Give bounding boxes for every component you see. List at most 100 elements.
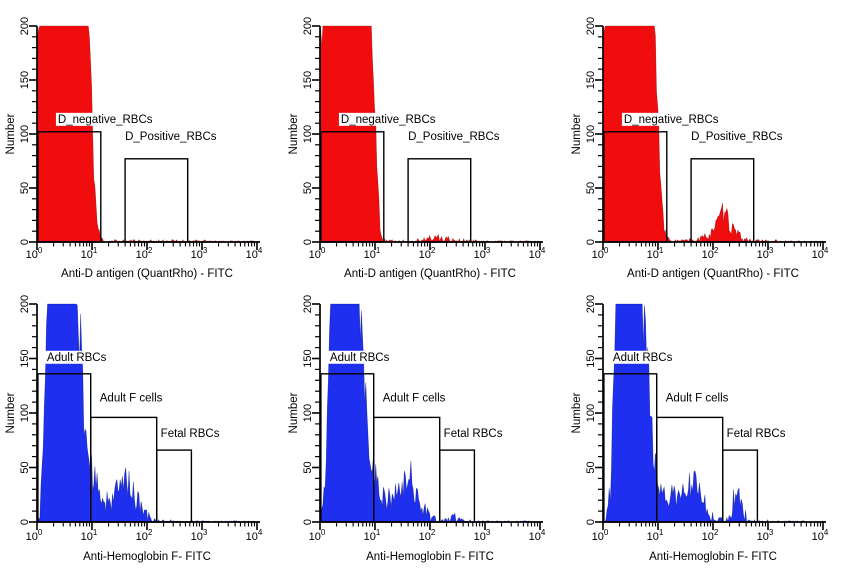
gate-label-bg: [158, 427, 224, 441]
gate-label-bg: [406, 129, 502, 143]
y-tick-label: 150: [585, 349, 597, 367]
x-tick-label: 100: [309, 246, 326, 261]
histogram-panel-bottom-left: Adult RBCs Adult F cells Fetal RBCs 0 50 100 1…: [5, 295, 263, 563]
gate-label: Adult RBCs: [613, 352, 673, 364]
y-axis-label: Number: [571, 113, 583, 154]
x-axis-label: Anti-D antigen (QuantRho) - FITC: [627, 268, 799, 280]
x-axis-label: Anti-Hemoglobin F- FITC: [366, 551, 494, 563]
gate-label: D_negative_RBCs: [341, 114, 436, 126]
y-tick-label: 50: [19, 461, 31, 473]
y-axis-label: Number: [571, 392, 583, 433]
y-axis-label: Number: [5, 392, 17, 433]
x-tick-label: 104: [812, 528, 829, 543]
y-tick-label: 100: [585, 125, 597, 143]
x-tick-label: 104: [529, 528, 546, 543]
figure-row-bottom: Adult RBCs Adult F cells Fetal RBCs 0 50 100 1…: [0, 290, 850, 587]
y-axis-label: Number: [288, 392, 300, 433]
y-tick-label: 0: [19, 519, 31, 525]
x-tick-label: 101: [647, 246, 664, 261]
y-axis-label: Number: [5, 113, 17, 154]
gate-label-bg: [338, 112, 435, 126]
gate-label-bg: [663, 391, 748, 405]
y-tick-label: 100: [585, 404, 597, 422]
y-tick-label: 50: [302, 182, 314, 194]
y-tick-label: 150: [19, 71, 31, 89]
y-tick-label: 0: [585, 239, 597, 245]
histogram-fill: [320, 303, 540, 524]
gate-rect: [438, 449, 476, 523]
histogram-panel-top-middle: D_negative_RBCs D_Positive_RBCs 0 50 100 150 2…: [288, 17, 546, 280]
gate-label: D_Positive_RBCs: [691, 131, 783, 143]
x-tick-label: 103: [474, 528, 491, 543]
x-tick-label: 102: [702, 246, 719, 261]
x-tick-label: 100: [26, 246, 43, 261]
gate-label-bg: [123, 129, 219, 143]
y-tick-label: 150: [302, 71, 314, 89]
histogram-panel-top-left: D_negative_RBCs D_Positive_RBCs 0 50 100 150 2…: [5, 17, 263, 280]
x-tick-label: 100: [592, 246, 609, 261]
x-tick-label: 103: [474, 246, 491, 261]
gate-label-bg: [44, 350, 110, 364]
x-tick-label: 104: [529, 246, 546, 261]
x-tick-label: 102: [419, 246, 436, 261]
gate-label: Fetal RBCs: [444, 428, 503, 440]
y-tick-label: 100: [302, 125, 314, 143]
gate-label-bg: [610, 350, 676, 364]
x-tick-label: 102: [136, 246, 153, 261]
x-tick-label: 101: [81, 246, 98, 261]
gate-rect: [407, 158, 472, 243]
x-tick-label: 100: [309, 528, 326, 543]
x-axis-label: Anti-D antigen (QuantRho) - FITC: [344, 268, 516, 280]
x-tick-label: 101: [647, 528, 664, 543]
y-tick-label: 100: [19, 125, 31, 143]
gate-label-bg: [380, 391, 465, 405]
x-tick-label: 102: [136, 528, 153, 543]
x-tick-label: 103: [757, 528, 774, 543]
x-tick-label: 101: [81, 528, 98, 543]
histogram-panel-bottom-middle: Adult RBCs Adult F cells Fetal RBCs 0 50 100 1…: [288, 295, 546, 563]
histogram-fill: [37, 303, 257, 523]
x-axis-label: Anti-Hemoglobin F- FITC: [649, 551, 777, 563]
x-tick-label: 102: [419, 528, 436, 543]
gate-label: Fetal RBCs: [727, 428, 786, 440]
y-tick-label: 50: [585, 461, 597, 473]
x-tick-label: 100: [26, 528, 43, 543]
histogram-fill: [603, 303, 824, 523]
y-tick-label: 50: [19, 182, 31, 194]
gate-label: D_negative_RBCs: [624, 114, 719, 126]
y-tick-label: 200: [585, 295, 597, 313]
gate-label-bg: [55, 112, 152, 126]
gate-label: D_Positive_RBCs: [125, 131, 217, 143]
y-tick-label: 150: [585, 71, 597, 89]
y-tick-label: 0: [302, 519, 314, 525]
y-axis-label: Number: [288, 113, 300, 154]
y-tick-label: 200: [19, 295, 31, 313]
x-tick-label: 102: [702, 528, 719, 543]
x-axis-label: Anti-D antigen (QuantRho) - FITC: [61, 268, 233, 280]
gate-label: Adult F cells: [100, 392, 163, 404]
x-tick-label: 103: [191, 528, 208, 543]
y-tick-label: 0: [19, 239, 31, 245]
x-tick-label: 104: [246, 528, 263, 543]
y-tick-label: 200: [302, 295, 314, 313]
y-tick-label: 0: [302, 239, 314, 245]
gate-label-bg: [441, 427, 507, 441]
gate-label: Adult F cells: [383, 392, 446, 404]
histogram-panel-top-right: D_negative_RBCs D_Positive_RBCs 0 50 100 150 2…: [571, 17, 829, 280]
gate-rect: [155, 449, 193, 523]
x-tick-label: 104: [246, 246, 263, 261]
histogram-panel-bottom-right: Adult RBCs Adult F cells Fetal RBCs 0 50 100 1…: [571, 295, 829, 563]
gate-rect: [124, 158, 189, 243]
y-tick-label: 200: [302, 17, 314, 35]
x-tick-label: 103: [191, 246, 208, 261]
y-tick-label: 0: [585, 519, 597, 525]
gate-label: D_negative_RBCs: [58, 114, 153, 126]
y-tick-label: 150: [302, 349, 314, 367]
y-tick-label: 50: [585, 182, 597, 194]
x-axis-label: Anti-Hemoglobin F- FITC: [83, 551, 211, 563]
y-tick-label: 150: [19, 349, 31, 367]
y-tick-label: 200: [19, 17, 31, 35]
gate-label-bg: [327, 350, 393, 364]
gate-label-bg: [724, 427, 790, 441]
